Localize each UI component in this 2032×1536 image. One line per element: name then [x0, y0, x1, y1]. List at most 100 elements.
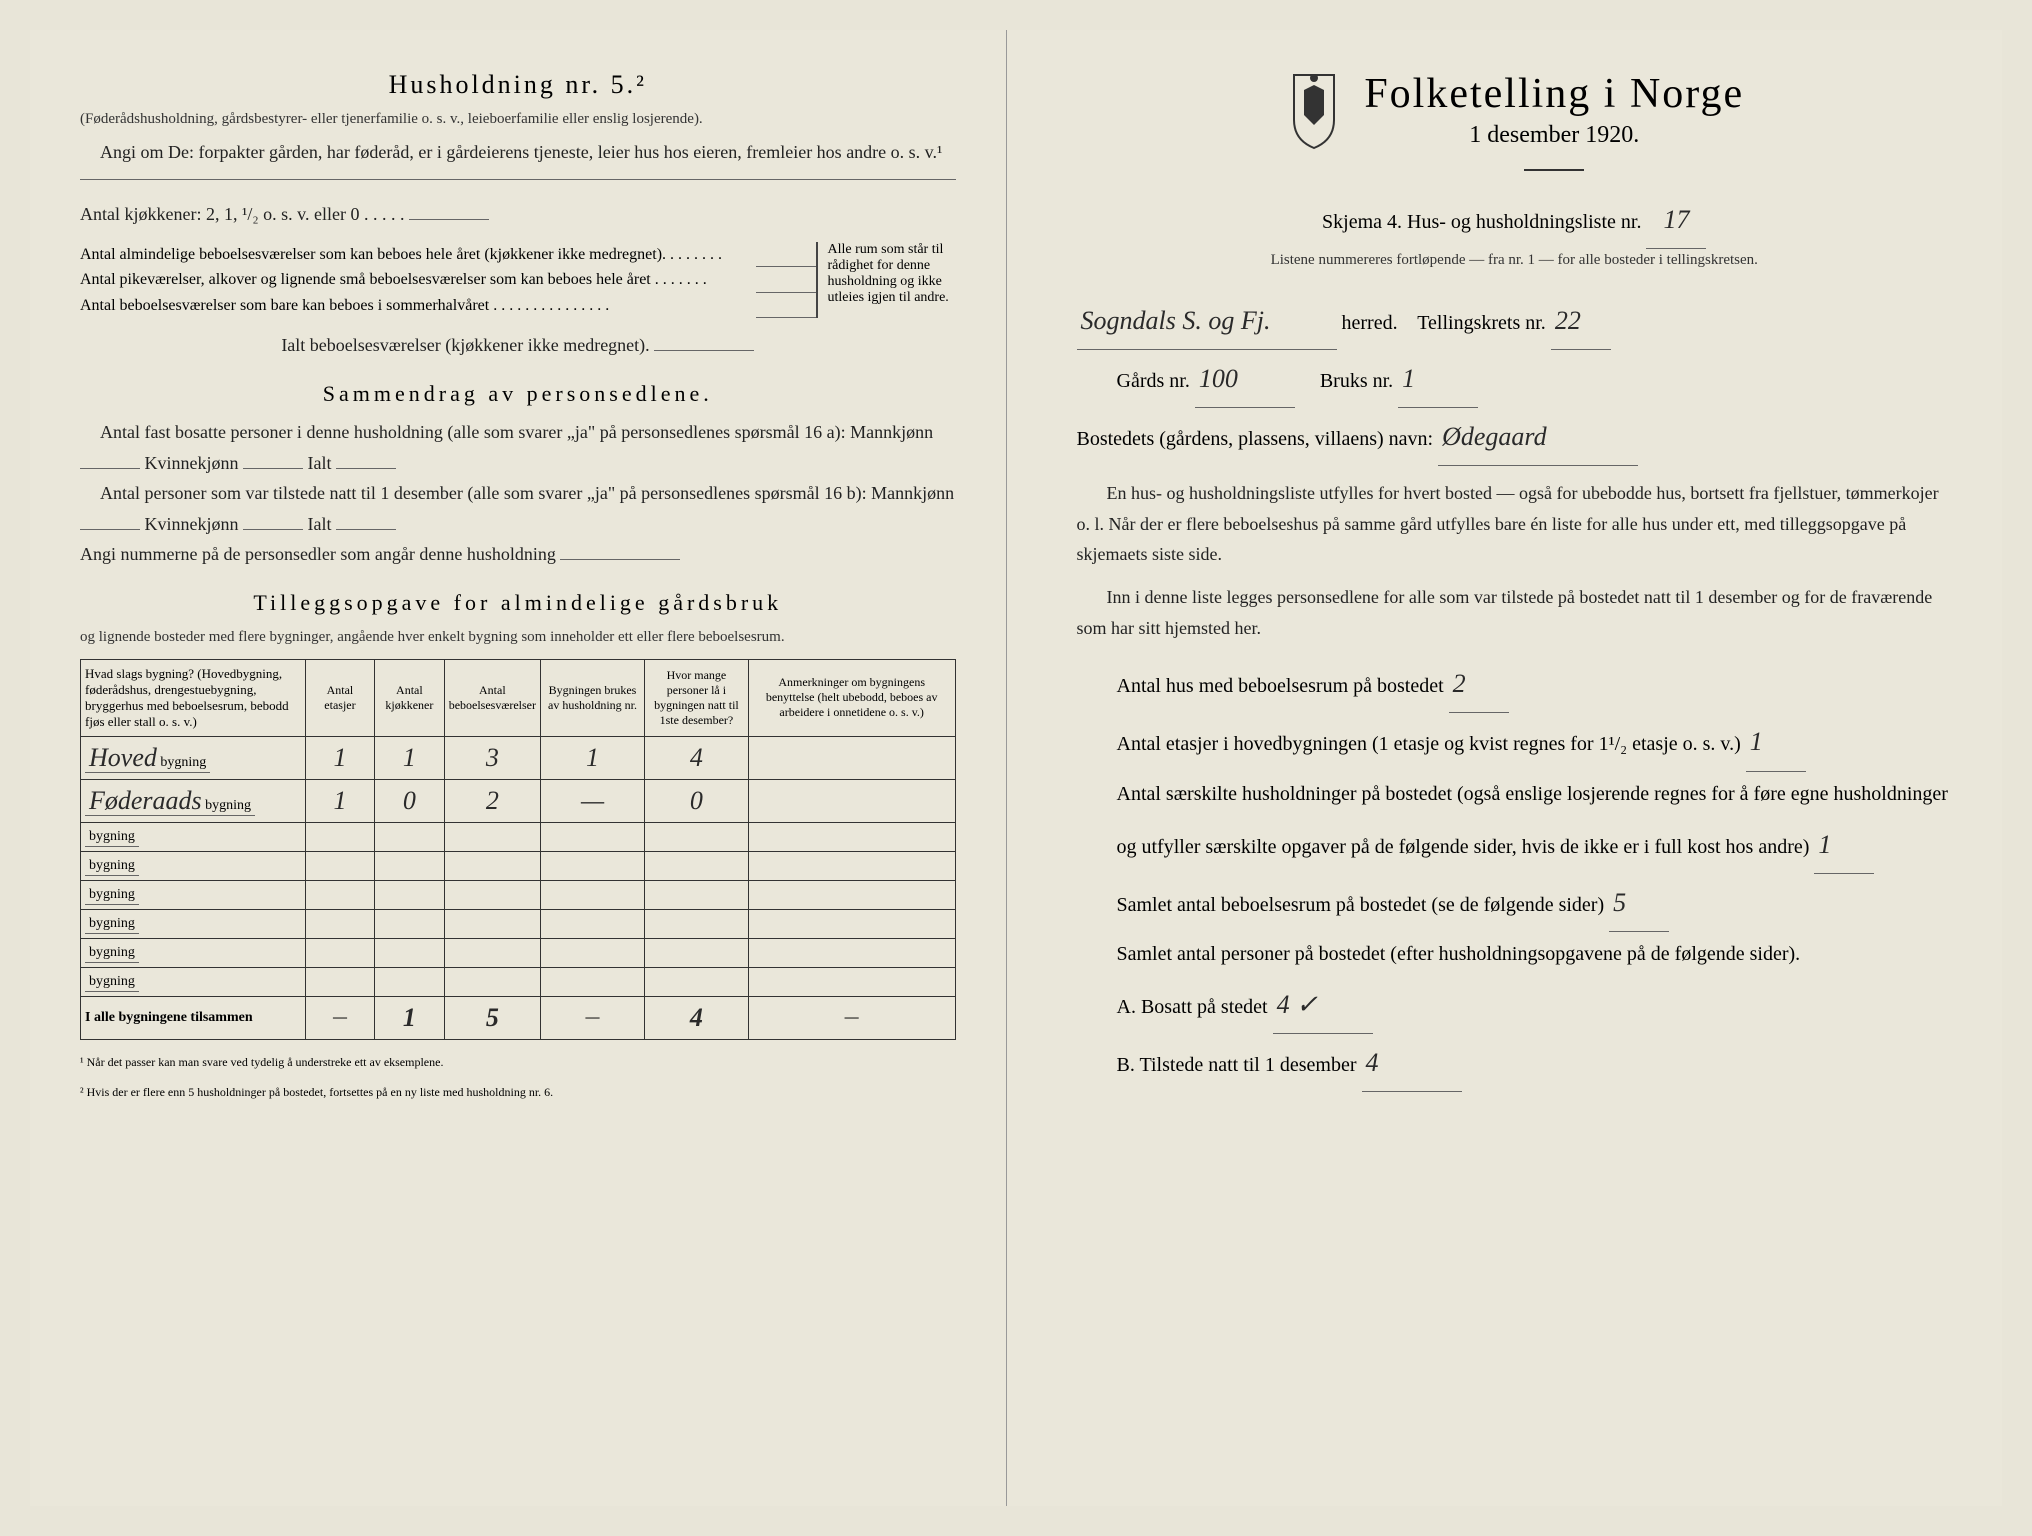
gards-line: Gårds nr. 100 Bruks nr. 1 — [1117, 350, 1953, 408]
table-row: bygning — [81, 851, 956, 880]
total-husholdning: — — [540, 996, 644, 1039]
row-husholdning — [540, 851, 644, 880]
table-row: bygning — [81, 880, 956, 909]
row-name: bygning — [81, 851, 306, 880]
tillegg-heading: Tilleggsopgave for almindelige gårdsbruk — [80, 590, 956, 616]
left-page: Husholdning nr. 5.² (Føderådshusholdning… — [30, 30, 1007, 1506]
samlet-personer-label: Samlet antal personer på bostedet (efter… — [1117, 932, 1953, 976]
bosatt-value: 4 ✓ — [1273, 976, 1373, 1034]
table-row: Føderaads bygning 1 0 2 — 0 — [81, 779, 956, 822]
bosatt-line: A. Bosatt på stedet 4 ✓ — [1117, 976, 1953, 1034]
row-anm — [748, 909, 955, 938]
th-personer: Hvor mange personer lå i bygningen natt … — [645, 659, 749, 736]
row-anm — [748, 967, 955, 996]
brace-right-text: Alle rum som står til rådighet for denne… — [816, 242, 956, 319]
angi-line: Angi nummerne på de personsedler som ang… — [80, 539, 956, 570]
gards-nr: 100 — [1195, 350, 1295, 408]
kjokkener-line: Antal kjøkkener: 2, 1, ¹/₂ o. s. v. elle… — [80, 199, 956, 230]
footnote-1: ¹ Når det passer kan man svare ved tydel… — [80, 1054, 956, 1071]
row-anm — [748, 880, 955, 909]
th-kjokkener: Antal kjøkkener — [375, 659, 445, 736]
row-husholdning — [540, 967, 644, 996]
row-kjokkener: 1 — [375, 736, 445, 779]
row-vaerelser — [444, 967, 540, 996]
census-date: 1 desember 1920. — [1364, 122, 1744, 149]
row-kjokkener — [375, 938, 445, 967]
table-row: bygning — [81, 938, 956, 967]
row-kjokkener: 0 — [375, 779, 445, 822]
th-bygning: Hvad slags bygning? (Hovedbygning, føder… — [81, 659, 306, 736]
herred-line: Sogndals S. og Fj. herred. Tellingskrets… — [1077, 292, 1953, 350]
antal-hus-line: Antal hus med beboelsesrum på bostedet 2 — [1117, 655, 1953, 713]
row-kjokkener — [375, 967, 445, 996]
row-personer — [645, 880, 749, 909]
th-husholdning: Bygningen brukes av husholdning nr. — [540, 659, 644, 736]
row-etasjer — [305, 909, 374, 938]
total-etasjer: — — [305, 996, 374, 1039]
row-etasjer — [305, 880, 374, 909]
tilstede-line: B. Tilstede natt til 1 desember 4 — [1117, 1034, 1953, 1092]
row-etasjer — [305, 851, 374, 880]
row-anm — [748, 938, 955, 967]
row-name: bygning — [81, 822, 306, 851]
intro-2: Angi om De: forpakter gården, har føderå… — [80, 137, 956, 168]
sammendrag-heading: Sammendrag av personsedlene. — [80, 381, 956, 407]
intro-fill-line — [80, 179, 956, 180]
row-personer — [645, 851, 749, 880]
th-etasjer: Antal etasjer — [305, 659, 374, 736]
antal-etasjer-value: 1 — [1746, 713, 1806, 771]
row-name: bygning — [81, 909, 306, 938]
right-page: Folketelling i Norge 1 desember 1920. Sk… — [1007, 30, 2003, 1506]
row-etasjer: 1 — [305, 736, 374, 779]
row-kjokkener — [375, 880, 445, 909]
total-kjokkener: 1 — [375, 996, 445, 1039]
row-name: bygning — [81, 938, 306, 967]
total-personer: 4 — [645, 996, 749, 1039]
row-anm — [748, 822, 955, 851]
table-row: Hoved bygning 1 1 3 1 4 — [81, 736, 956, 779]
row-anm — [748, 851, 955, 880]
row-kjokkener — [375, 822, 445, 851]
row-kjokkener — [375, 909, 445, 938]
row-etasjer: 1 — [305, 779, 374, 822]
para-1: En hus- og husholdningsliste utfylles fo… — [1077, 478, 1953, 570]
row-personer — [645, 909, 749, 938]
row-name: bygning — [81, 880, 306, 909]
row-kjokkener — [375, 851, 445, 880]
ialt-line: Ialt beboelsesværelser (kjøkkener ikke m… — [80, 330, 956, 361]
row-personer: 0 — [645, 779, 749, 822]
row-husholdning: 1 — [540, 736, 644, 779]
row-vaerelser — [444, 822, 540, 851]
listene-note: Listene nummereres fortløpende — fra nr.… — [1077, 249, 1953, 272]
row-personer — [645, 822, 749, 851]
row-vaerelser: 2 — [444, 779, 540, 822]
bruks-nr: 1 — [1398, 350, 1478, 408]
table-row: bygning — [81, 822, 956, 851]
row-name: Føderaads bygning — [81, 779, 306, 822]
total-anm: — — [748, 996, 955, 1039]
row-husholdning: — — [540, 779, 644, 822]
row-personer — [645, 967, 749, 996]
coat-of-arms-icon — [1284, 70, 1344, 155]
sammen-1: Antal fast bosatte personer i denne hush… — [80, 417, 956, 478]
bosted-line: Bostedets (gårdens, plassens, villaens) … — [1077, 408, 1953, 466]
row-husholdning — [540, 822, 644, 851]
antal-etasjer-line: Antal etasjer i hovedbygningen (1 etasje… — [1117, 713, 1953, 771]
table-row: bygning — [81, 909, 956, 938]
row-husholdning — [540, 880, 644, 909]
total-vaerelser: 5 — [444, 996, 540, 1039]
th-vaerelser: Antal beboelsesværelser — [444, 659, 540, 736]
row-husholdning — [540, 938, 644, 967]
row-vaerelser — [444, 938, 540, 967]
bosted-value: Ødegaard — [1438, 408, 1638, 466]
samlet-rum-line: Samlet antal beboelsesrum på bostedet (s… — [1117, 874, 1953, 932]
th-anm: Anmerkninger om bygningens benyttelse (h… — [748, 659, 955, 736]
row-vaerelser — [444, 909, 540, 938]
antal-hushold-value: 1 — [1814, 816, 1874, 874]
title-divider — [1524, 169, 1584, 171]
samlet-rum-value: 5 — [1609, 874, 1669, 932]
row-etasjer — [305, 967, 374, 996]
row-husholdning — [540, 909, 644, 938]
skjema-line: Skjema 4. Hus- og husholdningsliste nr. … — [1077, 191, 1953, 249]
sammen-2: Antal personer som var tilstede natt til… — [80, 478, 956, 539]
